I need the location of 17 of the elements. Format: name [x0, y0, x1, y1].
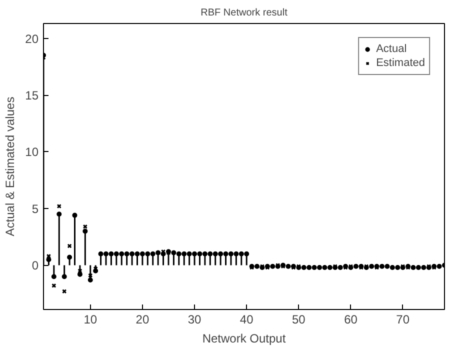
x-tick-label: 50 [292, 312, 306, 326]
x-tick-label: 40 [240, 312, 254, 326]
x-tick-label: 30 [188, 312, 202, 326]
x-tick-label: 20 [136, 312, 150, 326]
y-tick-label: 10 [25, 145, 39, 160]
x-tick-label: 60 [344, 312, 358, 326]
y-tick-label: 20 [25, 32, 39, 46]
y-tick-label: 15 [25, 88, 39, 102]
y-tick-label: 0 [32, 258, 39, 273]
y-axis-title: Actual & Estimated values [3, 96, 18, 236]
legend-label: Estimated [376, 56, 425, 70]
x-tick-label: 70 [396, 312, 410, 326]
x-tick-label: 10 [84, 312, 98, 326]
y-tick-label: 5 [32, 202, 39, 216]
legend-label: Actual [376, 42, 407, 56]
chart-title: RBF Network result [200, 8, 288, 18]
x-axis-title: Network Output [202, 332, 286, 346]
